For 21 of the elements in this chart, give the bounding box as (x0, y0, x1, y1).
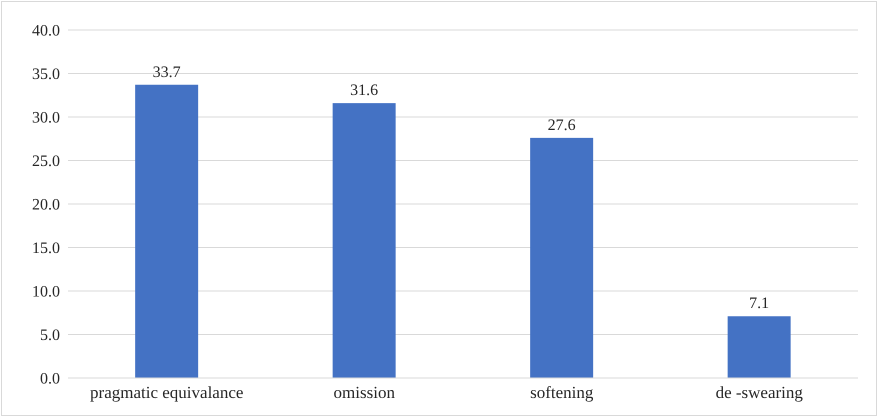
x-tick-label: softening (530, 383, 594, 402)
y-tick-label: 15.0 (32, 240, 60, 258)
x-tick-label: omission (334, 383, 396, 402)
x-tick-label: de -swearing (716, 383, 804, 402)
bar (530, 138, 594, 378)
y-tick-label: 5.0 (40, 327, 60, 344)
y-tick-label: 30.0 (32, 110, 60, 127)
y-tick-label: 0.0 (40, 370, 60, 388)
y-tick-label: 10.0 (32, 284, 60, 301)
bar (135, 84, 198, 378)
y-tick-label: 25.0 (32, 153, 60, 170)
data-label: 7.1 (749, 295, 770, 312)
x-tick-label: pragmatic equivalance (90, 383, 244, 402)
data-label: 33.7 (152, 64, 181, 81)
data-label: 31.6 (350, 82, 378, 100)
bar (728, 316, 791, 378)
y-tick-label: 35.0 (32, 66, 60, 84)
data-label: 27.6 (548, 116, 576, 134)
y-tick-label: 40.0 (32, 22, 60, 40)
bar (332, 103, 396, 378)
y-tick-label: 20.0 (32, 196, 60, 214)
